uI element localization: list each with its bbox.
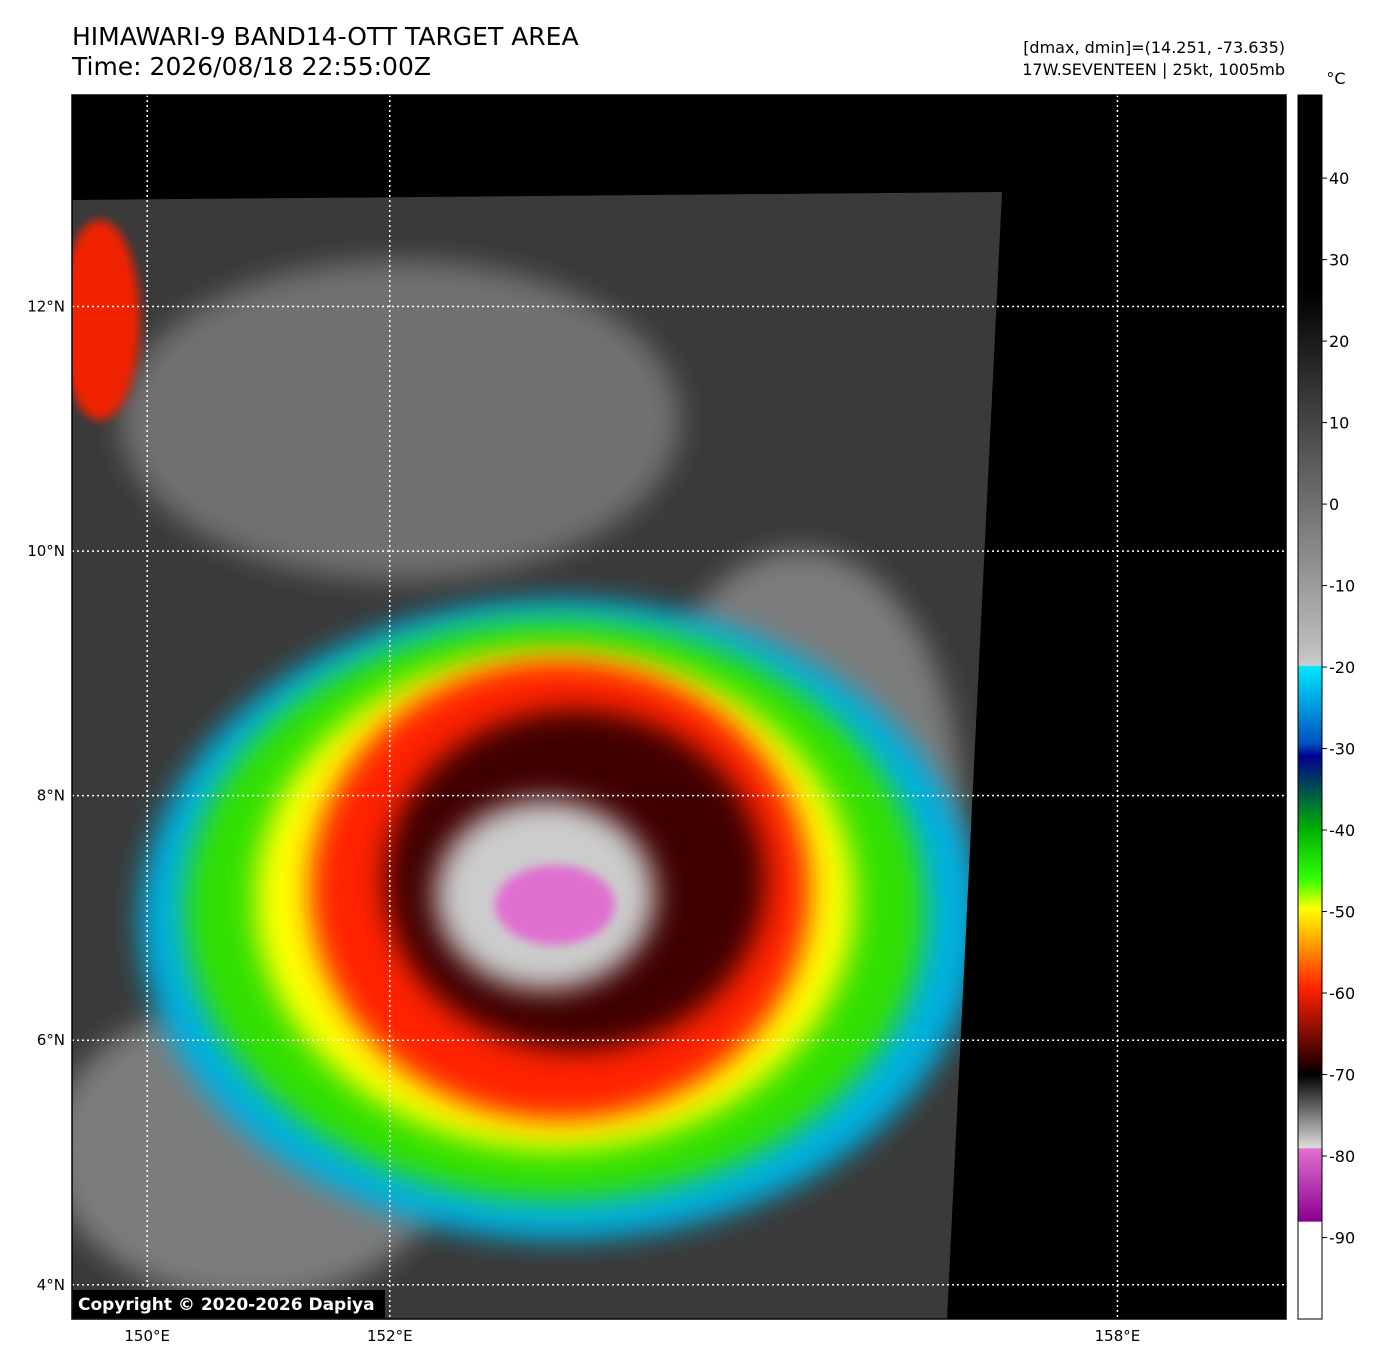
map-frame [71,94,1287,1320]
copyright-box [73,1290,385,1318]
colorbar-tick-label: -20 [1329,658,1355,677]
colorbar-tick-label: -60 [1329,984,1355,1003]
colorbar-tick-label: 0 [1329,495,1339,514]
colorbar-tick-label: -30 [1329,740,1355,759]
lat-label: 8°N [37,787,65,805]
colorbar-tick-label: -40 [1329,821,1355,840]
lon-label: 152°E [367,1327,413,1345]
colorbar-tick-label: -50 [1329,903,1355,922]
colorbar-tick-label: 10 [1329,414,1349,433]
lat-label: 12°N [27,298,65,316]
time: Time: 2026/08/18 22:55:00Z [71,52,431,81]
colorbar-tick-label: -10 [1329,577,1355,596]
lat-label: 10°N [27,542,65,560]
lon-label: 158°E [1095,1327,1141,1345]
colorbar-unit: °C [1326,69,1345,88]
dmax: [dmax, dmin]=(14.251, -73.635) [1023,38,1285,57]
colorbar-tick-label: 30 [1329,251,1349,270]
colorbar [1297,94,1323,1320]
colorbar-tick-label: -80 [1329,1147,1355,1166]
colorbar-tick-label: -90 [1329,1229,1355,1248]
colorbar-tick-label: -70 [1329,1066,1355,1085]
lon-label: 150°E [124,1327,170,1345]
copyright: Copyright © 2020-2026 Dapiya [78,1295,375,1315]
colorbar-ticks: 40 30 20 10 0 -10 -20 -30 -40 -50 -60 -70 -80 -90 [1322,169,1355,1248]
storm-info: 17W.SEVENTEEN | 25kt, 1005mb [1022,60,1285,79]
graticule: 12°N 10°N 8°N 6°N 4°N 150°E 152°E 158°E [27,95,1286,1345]
imagery [72,95,1286,1319]
colorbar-tick-label: 20 [1329,332,1349,351]
title: HIMAWARI-9 BAND14-OTT TARGET AREA [72,22,579,51]
lat-label: 4°N [37,1276,65,1294]
colorbar-tick-label: 40 [1329,169,1349,188]
lat-label: 6°N [37,1031,65,1049]
